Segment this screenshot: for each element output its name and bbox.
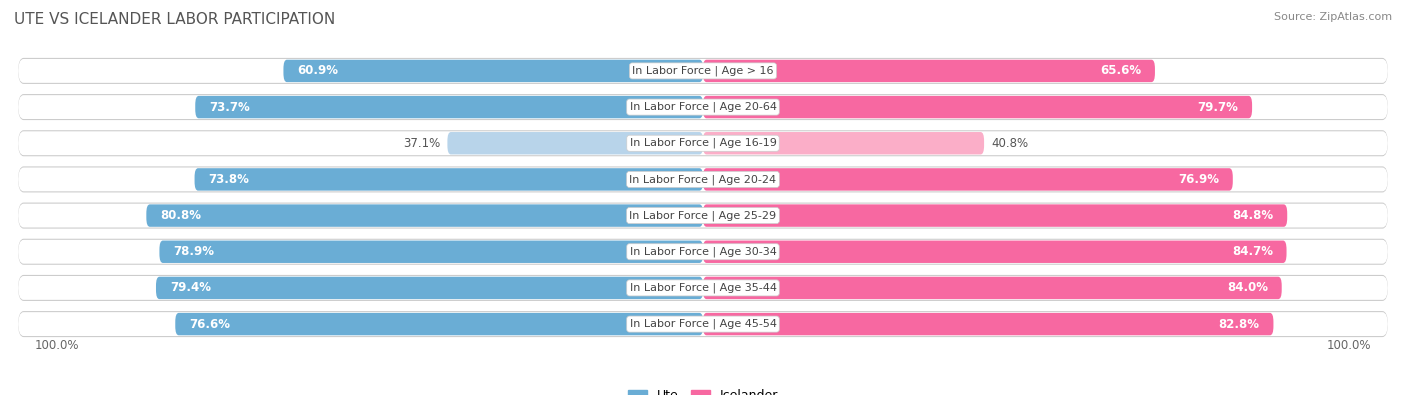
Text: 76.6%: 76.6% (188, 318, 231, 331)
FancyBboxPatch shape (18, 311, 1388, 337)
Text: 84.7%: 84.7% (1232, 245, 1272, 258)
Text: In Labor Force | Age 25-29: In Labor Force | Age 25-29 (630, 210, 776, 221)
FancyBboxPatch shape (18, 94, 1388, 120)
Text: 73.7%: 73.7% (209, 101, 250, 114)
Text: In Labor Force | Age 30-34: In Labor Force | Age 30-34 (630, 246, 776, 257)
FancyBboxPatch shape (703, 241, 1286, 263)
FancyBboxPatch shape (18, 275, 1388, 301)
FancyBboxPatch shape (176, 313, 703, 335)
FancyBboxPatch shape (703, 204, 1288, 227)
Text: In Labor Force | Age 20-64: In Labor Force | Age 20-64 (630, 102, 776, 112)
Text: 82.8%: 82.8% (1219, 318, 1260, 331)
Text: 84.0%: 84.0% (1227, 281, 1268, 294)
FancyBboxPatch shape (703, 168, 1233, 191)
Text: 79.7%: 79.7% (1198, 101, 1239, 114)
FancyBboxPatch shape (703, 313, 1274, 335)
Text: 37.1%: 37.1% (404, 137, 440, 150)
FancyBboxPatch shape (156, 277, 703, 299)
Text: In Labor Force | Age > 16: In Labor Force | Age > 16 (633, 66, 773, 76)
Text: 76.9%: 76.9% (1178, 173, 1219, 186)
Text: In Labor Force | Age 45-54: In Labor Force | Age 45-54 (630, 319, 776, 329)
FancyBboxPatch shape (18, 239, 1388, 265)
Text: Source: ZipAtlas.com: Source: ZipAtlas.com (1274, 12, 1392, 22)
Text: 65.6%: 65.6% (1099, 64, 1142, 77)
Text: 80.8%: 80.8% (160, 209, 201, 222)
Legend: Ute, Icelander: Ute, Icelander (623, 384, 783, 395)
FancyBboxPatch shape (146, 204, 703, 227)
FancyBboxPatch shape (195, 96, 703, 118)
Text: 73.8%: 73.8% (208, 173, 249, 186)
FancyBboxPatch shape (159, 241, 703, 263)
FancyBboxPatch shape (703, 60, 1154, 82)
FancyBboxPatch shape (703, 96, 1253, 118)
FancyBboxPatch shape (18, 276, 1388, 300)
Text: 79.4%: 79.4% (170, 281, 211, 294)
FancyBboxPatch shape (18, 312, 1388, 336)
Text: 100.0%: 100.0% (35, 339, 79, 352)
FancyBboxPatch shape (18, 240, 1388, 264)
FancyBboxPatch shape (18, 58, 1388, 84)
FancyBboxPatch shape (18, 166, 1388, 192)
FancyBboxPatch shape (18, 59, 1388, 83)
FancyBboxPatch shape (284, 60, 703, 82)
Text: UTE VS ICELANDER LABOR PARTICIPATION: UTE VS ICELANDER LABOR PARTICIPATION (14, 12, 335, 27)
Text: 100.0%: 100.0% (1327, 339, 1371, 352)
FancyBboxPatch shape (18, 130, 1388, 156)
FancyBboxPatch shape (447, 132, 703, 154)
Text: 40.8%: 40.8% (991, 137, 1028, 150)
FancyBboxPatch shape (703, 132, 984, 154)
FancyBboxPatch shape (18, 203, 1388, 229)
FancyBboxPatch shape (18, 95, 1388, 119)
Text: 60.9%: 60.9% (297, 64, 339, 77)
FancyBboxPatch shape (18, 204, 1388, 228)
Text: In Labor Force | Age 35-44: In Labor Force | Age 35-44 (630, 283, 776, 293)
FancyBboxPatch shape (18, 131, 1388, 155)
Text: In Labor Force | Age 20-24: In Labor Force | Age 20-24 (630, 174, 776, 185)
FancyBboxPatch shape (194, 168, 703, 191)
FancyBboxPatch shape (18, 167, 1388, 191)
FancyBboxPatch shape (703, 277, 1282, 299)
Text: 84.8%: 84.8% (1232, 209, 1274, 222)
Text: 78.9%: 78.9% (173, 245, 214, 258)
Text: In Labor Force | Age 16-19: In Labor Force | Age 16-19 (630, 138, 776, 149)
